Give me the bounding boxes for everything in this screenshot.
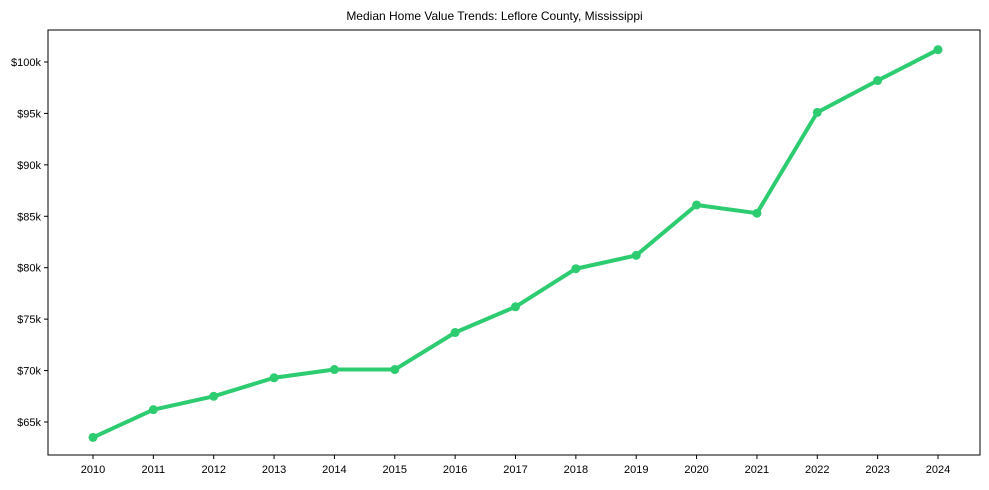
x-tick-label: 2015 (383, 464, 407, 476)
y-tick-label: $100k (11, 57, 41, 69)
x-tick-label: 2020 (684, 464, 708, 476)
y-tick-label: $95k (17, 108, 41, 120)
data-point (692, 200, 702, 210)
data-point (933, 45, 943, 55)
series-line (91, 47, 940, 440)
data-point (450, 328, 460, 338)
x-tick-label: 2023 (865, 464, 889, 476)
data-point (571, 264, 581, 274)
data-point (88, 432, 98, 442)
x-tick-label: 2012 (201, 464, 225, 476)
data-point (209, 391, 219, 401)
data-point (873, 76, 883, 86)
x-tick-label: 2022 (805, 464, 829, 476)
x-tick-label: 2018 (564, 464, 588, 476)
x-tick-label: 2024 (926, 464, 950, 476)
chart-title: Median Home Value Trends: Leflore County… (346, 9, 643, 23)
data-series (88, 45, 943, 442)
y-tick-label: $65k (17, 417, 41, 429)
data-point (269, 373, 279, 383)
data-point (511, 302, 520, 312)
data-point (390, 365, 400, 375)
plot-frame (47, 29, 981, 456)
x-tick-label: 2010 (81, 464, 105, 476)
y-tick-label: $75k (17, 314, 41, 326)
data-point (631, 250, 641, 260)
x-tick-label: 2013 (262, 464, 286, 476)
data-point (329, 365, 339, 375)
x-tick-label: 2016 (443, 464, 467, 476)
x-axis: 2010 2011 2012 2013 2014 2015 2016 2017 2018 2019… (81, 455, 950, 476)
y-tick-label: $70k (17, 366, 41, 378)
x-tick-label: 2021 (745, 464, 769, 476)
y-tick-label: $90k (17, 160, 41, 172)
x-tick-label: 2017 (503, 464, 527, 476)
x-tick-label: 2014 (322, 464, 346, 476)
data-point (148, 405, 158, 415)
y-axis: $65k $70k $75k $80k $85k $90k $95k $100k (11, 57, 48, 429)
x-tick-label: 2011 (142, 464, 166, 476)
x-tick-label: 2019 (624, 464, 648, 476)
data-point (812, 107, 822, 117)
y-tick-label: $80k (17, 263, 41, 275)
y-tick-label: $85k (17, 211, 41, 223)
data-point (752, 208, 762, 218)
